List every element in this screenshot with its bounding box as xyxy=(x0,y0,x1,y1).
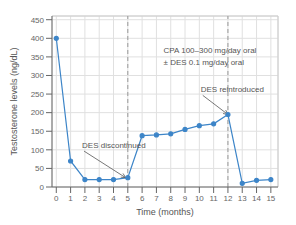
svg-text:DES discontinued: DES discontinued xyxy=(82,141,146,150)
svg-text:200: 200 xyxy=(31,108,45,117)
svg-text:150: 150 xyxy=(31,127,45,136)
svg-text:DES reintroduced: DES reintroduced xyxy=(201,85,264,94)
svg-text:6: 6 xyxy=(140,194,145,203)
svg-text:14: 14 xyxy=(252,194,261,203)
svg-text:50: 50 xyxy=(35,164,44,173)
svg-text:3: 3 xyxy=(97,194,102,203)
svg-text:350: 350 xyxy=(31,53,45,62)
svg-text:12: 12 xyxy=(223,194,232,203)
svg-text:250: 250 xyxy=(31,90,45,99)
svg-text:8: 8 xyxy=(168,194,173,203)
svg-text:9: 9 xyxy=(183,194,188,203)
svg-text:Time (months): Time (months) xyxy=(136,207,194,217)
svg-text:0: 0 xyxy=(40,183,45,192)
svg-text:1: 1 xyxy=(68,194,73,203)
svg-text:4: 4 xyxy=(111,194,116,203)
svg-text:0: 0 xyxy=(54,194,59,203)
svg-text:7: 7 xyxy=(154,194,159,203)
svg-text:300: 300 xyxy=(31,71,45,80)
svg-text:450: 450 xyxy=(31,16,45,25)
svg-text:11: 11 xyxy=(209,194,218,203)
svg-text:15: 15 xyxy=(266,194,275,203)
svg-text:CPA 100–300 mg/day oral: CPA 100–300 mg/day oral xyxy=(164,46,257,55)
svg-text:5: 5 xyxy=(126,194,131,203)
svg-text:10: 10 xyxy=(195,194,204,203)
svg-text:± DES 0.1 mg/day oral: ± DES 0.1 mg/day oral xyxy=(164,58,245,67)
svg-text:2: 2 xyxy=(83,194,88,203)
svg-text:100: 100 xyxy=(31,146,45,155)
svg-text:Testosterone levels (ng/dL): Testosterone levels (ng/dL) xyxy=(9,47,19,155)
svg-text:13: 13 xyxy=(238,194,247,203)
svg-text:400: 400 xyxy=(31,34,45,43)
